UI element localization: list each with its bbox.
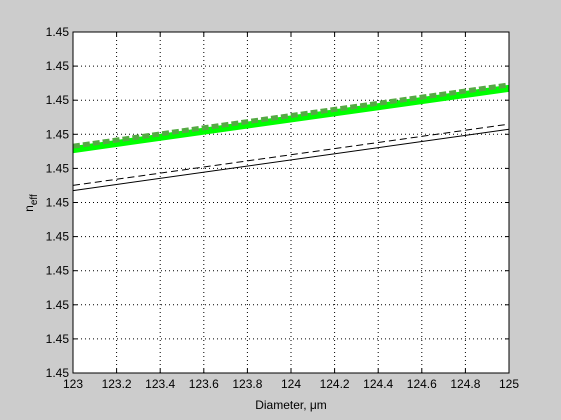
- y-tick-label: 1.45: [46, 298, 70, 312]
- y-tick-label: 1.45: [46, 25, 70, 39]
- y-tick-label: 1.45: [46, 264, 70, 278]
- series-group: [72, 82, 510, 192]
- x-tick-label: 124.6: [407, 377, 437, 391]
- y-tick-label: 1.45: [46, 161, 70, 175]
- x-tick-label: 124.2: [320, 377, 350, 391]
- svg-text:neff: neff: [22, 194, 40, 212]
- y-tick-label: 1.45: [46, 93, 70, 107]
- y-tick-label: 1.45: [46, 332, 70, 346]
- series-line-3: [72, 128, 510, 192]
- series-line-2: [72, 82, 510, 149]
- x-tick-label: 123: [63, 377, 83, 391]
- ticks: [72, 31, 510, 374]
- y-axis-label-subscript: eff: [29, 194, 40, 205]
- plot-area: [73, 32, 509, 373]
- y-tick-label: 1.45: [46, 127, 70, 141]
- x-axis-label: Diameter, μm: [255, 398, 327, 412]
- x-tick-label: 123.4: [145, 377, 175, 391]
- x-tick-label: 125: [499, 377, 519, 391]
- x-tick-label: 123.2: [102, 377, 132, 391]
- series-line-4: [72, 123, 510, 186]
- y-tick-labels: 1.45 1.45 1.45 1.45 1.45 1.45 1.45 1.45 1.45 1.45…: [46, 25, 70, 380]
- y-tick-label: 1.45: [46, 196, 70, 210]
- x-tick-label: 124.4: [363, 377, 393, 391]
- y-tick-label: 1.45: [46, 230, 70, 244]
- x-tick-label: 124.8: [450, 377, 480, 391]
- y-axis-label-main: n: [22, 205, 36, 212]
- y-tick-label: 1.45: [46, 59, 70, 73]
- x-tick-label: 123.6: [189, 377, 219, 391]
- y-axis-label: neff: [22, 194, 40, 212]
- x-tick-label: 123.8: [232, 377, 262, 391]
- series-line-1: [72, 84, 510, 154]
- x-tick-labels: 123 123.2 123.4 123.6 123.8 124 124.2 124.4 124.…: [63, 377, 519, 391]
- x-tick-label: 124: [281, 377, 301, 391]
- y-tick-label: 1.45: [46, 366, 70, 380]
